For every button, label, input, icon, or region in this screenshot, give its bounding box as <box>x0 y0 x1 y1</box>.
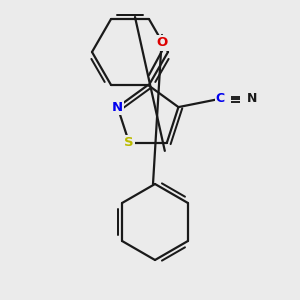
Text: C: C <box>215 92 224 105</box>
Text: S: S <box>124 136 134 149</box>
Text: O: O <box>156 37 168 50</box>
Text: N: N <box>246 92 257 105</box>
Text: N: N <box>112 100 123 114</box>
